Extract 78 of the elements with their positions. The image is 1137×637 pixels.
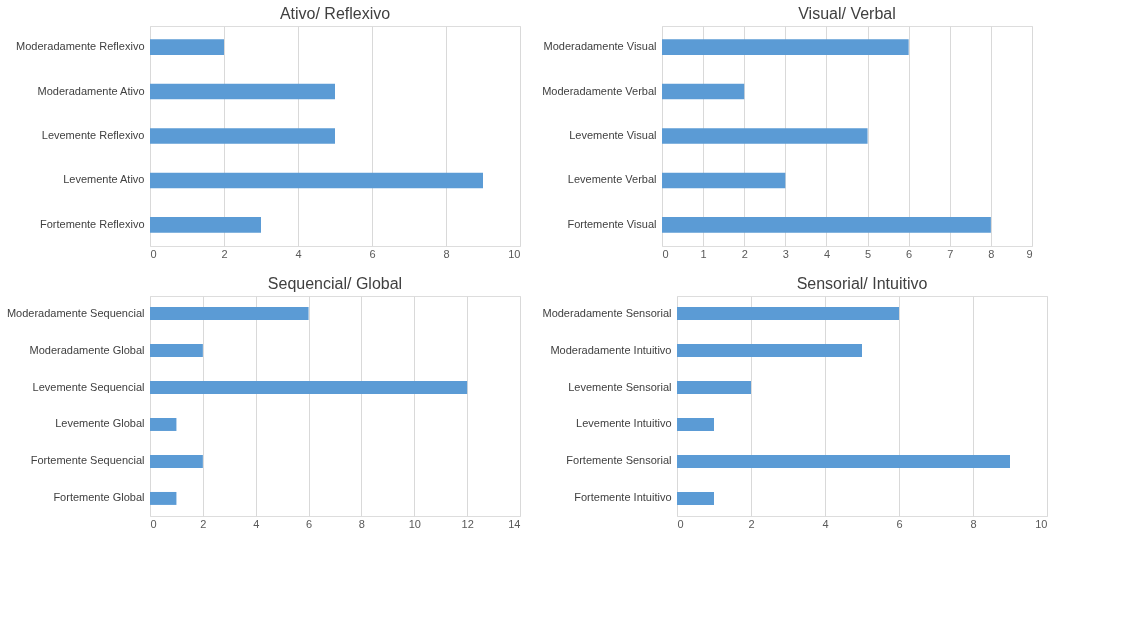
x-tick-label: 4 [253,517,260,530]
y-tick-label: Levemente Ativo [63,173,145,186]
x-tick-label: 8 [443,247,450,260]
y-tick-label: Moderadamente Visual [543,40,657,53]
bar [150,454,203,468]
bar [677,418,714,431]
x-tick-label: 6 [906,247,913,260]
y-tick-label: Fortemente Intuitivo [574,491,672,504]
x-tick-label: 6 [896,517,903,530]
bar [150,39,224,55]
bar [150,381,468,394]
bar [677,381,751,394]
x-tick-label: 1 [700,247,707,260]
bar [150,172,483,189]
y-tick-label: Moderadamente Sequencial [6,306,145,319]
x-tick-label: 8 [970,517,977,530]
bar [662,83,745,100]
bar [677,344,862,358]
y-tick-label: Fortemente Global [53,491,145,504]
bar [150,418,177,431]
bar [150,128,335,144]
x-tick-label: 10 [508,247,521,260]
bar [677,491,714,505]
x-tick-label: 4 [295,247,302,260]
x-tick-label: 2 [221,247,228,260]
x-tick-label: 0 [662,247,669,260]
x-tick-label: 2 [748,517,755,530]
y-tick-label: Moderadamente Reflexivo [16,40,145,53]
chart-title: Ativo/ Reflexivo [279,5,391,22]
x-tick-label: 14 [508,517,521,530]
x-tick-label: 8 [358,517,365,530]
x-tick-label: 3 [782,247,789,260]
x-tick-label: 12 [461,517,474,530]
bar [150,83,335,100]
x-tick-label: 0 [677,517,684,530]
y-tick-label: Levemente Global [55,417,145,430]
x-tick-label: 2 [200,517,207,530]
y-tick-label: Levemente Intuitivo [576,417,672,430]
bar [677,307,899,321]
y-tick-label: Fortemente Reflexivo [39,217,145,230]
y-tick-label: Moderadamente Intuitivo [550,343,672,356]
x-tick-label: 2 [741,247,748,260]
x-tick-label: 0 [150,247,157,260]
x-tick-label: 10 [1035,517,1048,530]
chart-title: Visual/ Verbal [798,5,896,22]
x-tick-label: 7 [947,247,954,260]
bar [662,217,991,233]
y-tick-label: Moderadamente Global [29,343,145,356]
y-tick-label: Moderadamente Ativo [37,84,145,97]
y-tick-label: Moderadamente Sensorial [542,306,672,319]
x-tick-label: 9 [1026,247,1033,260]
y-tick-label: Fortemente Sequencial [30,454,145,467]
bar [677,454,1010,468]
x-tick-label: 0 [150,517,157,530]
y-tick-label: Fortemente Sensorial [566,454,672,467]
bar [150,217,261,233]
x-tick-label: 10 [408,517,421,530]
y-tick-label: Levemente Reflexivo [41,129,145,141]
x-tick-label: 4 [823,247,831,260]
y-tick-label: Moderadamente Verbal [542,84,657,97]
bar [662,128,868,144]
y-tick-label: Levemente Visual [569,129,657,141]
x-tick-label: 8 [988,247,995,260]
x-tick-label: 6 [306,517,313,530]
bar [150,344,203,358]
x-tick-label: 5 [864,247,872,260]
y-tick-label: Levemente Sequencial [32,380,145,393]
bar [662,39,909,55]
x-tick-label: 4 [822,517,829,530]
y-tick-label: Levemente Sensorial [568,380,672,393]
bar [150,307,309,321]
y-tick-label: Levemente Verbal [567,173,657,186]
y-tick-label: Fortemente Visual [567,217,657,230]
bar [150,491,177,505]
chart-title: Sequencial/ Global [267,275,403,292]
x-tick-label: 6 [369,247,376,260]
chart-title: Sensorial/ Intuitivo [796,275,928,292]
bar [662,172,786,189]
